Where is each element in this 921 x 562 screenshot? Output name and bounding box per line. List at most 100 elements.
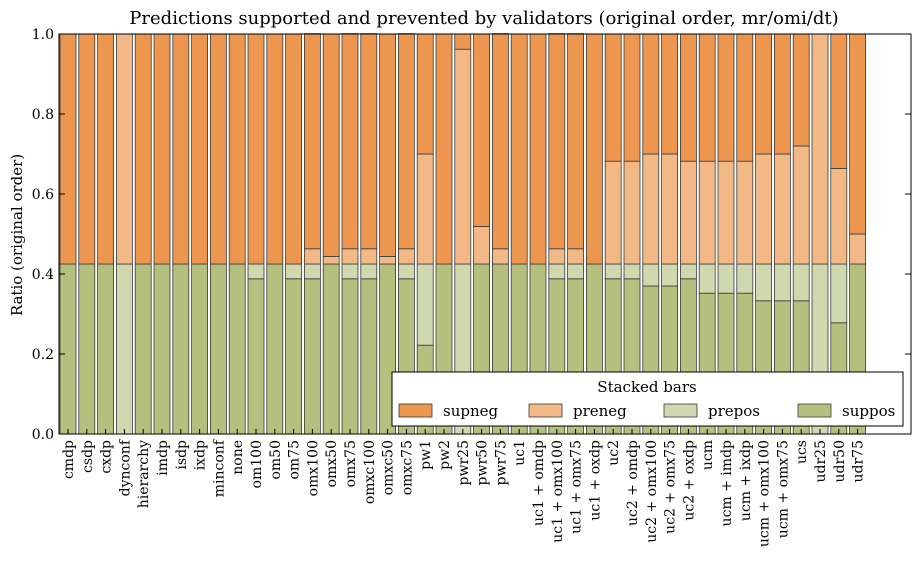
- bar-preneg-37: [755, 153, 772, 265]
- bar-supneg-7: [191, 33, 209, 265]
- bar-supneg-39: [792, 33, 810, 147]
- x-tick-label-41: udr50: [832, 440, 848, 483]
- y-tick-label-5: 1.0: [32, 27, 54, 43]
- x-tick-label-4: hierarchy: [136, 440, 152, 508]
- x-tick-label-17: omxc50: [381, 440, 397, 495]
- bar-prepos-41: [830, 263, 848, 324]
- chart-title: Predictions supported and prevented by v…: [129, 8, 838, 29]
- bar-supneg-30: [623, 33, 641, 162]
- legend: Stacked bars supneg preneg prepos suppos: [391, 371, 904, 427]
- x-tick-label-19: pw1: [418, 440, 434, 470]
- bar-preneg-30: [623, 160, 641, 265]
- bar-suppos-15: [341, 278, 359, 435]
- bar-supneg-21: [454, 33, 472, 50]
- bar-preneg-17: [379, 255, 397, 265]
- bar-preneg-22: [473, 225, 491, 265]
- bar-prepos-15: [341, 263, 359, 280]
- x-tick-label-15: omx75: [343, 440, 359, 487]
- y-tick-label-4: 0.8: [32, 107, 54, 123]
- bar-prepos-34: [698, 263, 716, 294]
- bar-suppos-5: [153, 263, 171, 435]
- bar-prepos-18: [397, 263, 415, 280]
- bar-preneg-31: [642, 153, 660, 265]
- bar-suppos-1: [78, 263, 96, 435]
- bar-supneg-4: [134, 33, 152, 265]
- bar-supneg-33: [680, 33, 697, 162]
- legend-label-supneg: supneg: [443, 402, 498, 420]
- bar-preneg-38: [774, 153, 791, 265]
- bar-preneg-21: [454, 48, 472, 265]
- bar-prepos-13: [303, 263, 321, 280]
- bar-preneg-36: [736, 160, 754, 265]
- bar-preneg-23: [491, 248, 509, 265]
- bar-prepos-27: [567, 263, 584, 280]
- bar-supneg-19: [416, 33, 434, 155]
- bar-suppos-7: [191, 263, 209, 435]
- bar-prepos-36: [736, 263, 754, 294]
- legend-label-preneg: preneg: [573, 402, 627, 420]
- bar-suppos-10: [247, 278, 265, 435]
- bar-suppos-0: [59, 263, 77, 435]
- bar-preneg-27: [567, 248, 584, 265]
- bar-preneg-13: [303, 248, 321, 265]
- bar-supneg-15: [341, 33, 359, 250]
- bar-prepos-33: [680, 263, 697, 280]
- bar-supneg-13: [303, 33, 321, 250]
- bar-supneg-25: [529, 33, 547, 265]
- bar-prepos-30: [623, 263, 641, 280]
- x-ticks-group: cmdp csdp cxdp dynconf hierarchy imdp isdp ixdp…: [61, 429, 867, 547]
- x-tick-label-14: omx50: [324, 440, 340, 487]
- bar-prepos-12: [285, 263, 303, 280]
- bar-suppos-11: [266, 263, 284, 435]
- bar-supneg-42: [849, 33, 866, 235]
- bar-preneg-26: [548, 248, 566, 265]
- x-tick-label-28: uc1 + oxdp: [587, 440, 603, 521]
- bar-suppos-9: [228, 263, 246, 435]
- x-tick-label-30: uc2 + omdp: [625, 440, 641, 526]
- bar-preneg-16: [360, 248, 378, 265]
- x-tick-label-38: ucm + omx75: [775, 440, 791, 538]
- bar-suppos-2: [97, 263, 114, 435]
- bar-prepos-3: [116, 263, 133, 435]
- bar-supneg-17: [379, 33, 397, 257]
- bar-preneg-19: [416, 153, 434, 265]
- bar-supneg-20: [435, 33, 453, 265]
- x-tick-label-16: omxc100: [362, 440, 378, 504]
- y-tick-label-2: 0.4: [32, 267, 54, 283]
- bar-prepos-29: [604, 263, 622, 280]
- x-tick-label-11: om50: [268, 440, 284, 480]
- y-tick-label-0: 0.0: [32, 427, 54, 443]
- bar-prepos-35: [717, 263, 735, 294]
- x-tick-label-36: ucm + ixdp: [738, 440, 754, 521]
- y-axis-label: Ratio (original order): [8, 154, 26, 316]
- y-tick-label-3: 0.6: [32, 187, 54, 203]
- bar-prepos-31: [642, 263, 660, 287]
- legend-swatch-preneg: [528, 403, 563, 418]
- x-tick-label-32: uc2 + omx75: [663, 440, 679, 534]
- bar-supneg-8: [209, 33, 227, 265]
- bar-supneg-34: [698, 33, 716, 162]
- bar-prepos-16: [360, 263, 378, 280]
- x-tick-label-1: csdp: [80, 440, 96, 473]
- legend-swatch-suppos: [797, 403, 832, 418]
- x-tick-label-35: ucm + imdp: [719, 440, 735, 526]
- bar-preneg-33: [680, 160, 697, 265]
- x-tick-label-18: omxc75: [399, 440, 415, 495]
- x-tick-label-20: pw2: [437, 440, 453, 470]
- x-tick-label-26: uc1 + omx100: [550, 440, 566, 543]
- x-tick-label-6: isdp: [174, 440, 190, 470]
- bar-supneg-16: [360, 33, 378, 250]
- x-tick-label-9: none: [230, 440, 246, 475]
- y-tick-label-1: 0.2: [32, 347, 54, 363]
- bar-supneg-35: [717, 33, 735, 162]
- bar-supneg-26: [548, 33, 566, 250]
- bar-preneg-18: [397, 248, 415, 265]
- x-tick-label-21: pwr25: [456, 440, 472, 485]
- bar-suppos-13: [303, 278, 321, 435]
- x-tick-label-39: ucs: [794, 440, 810, 464]
- legend-swatch-supneg: [398, 403, 433, 418]
- x-tick-label-0: cmdp: [61, 440, 77, 479]
- bar-suppos-16: [360, 278, 378, 435]
- legend-swatch-prepos: [663, 403, 698, 418]
- bar-preneg-3: [116, 33, 133, 265]
